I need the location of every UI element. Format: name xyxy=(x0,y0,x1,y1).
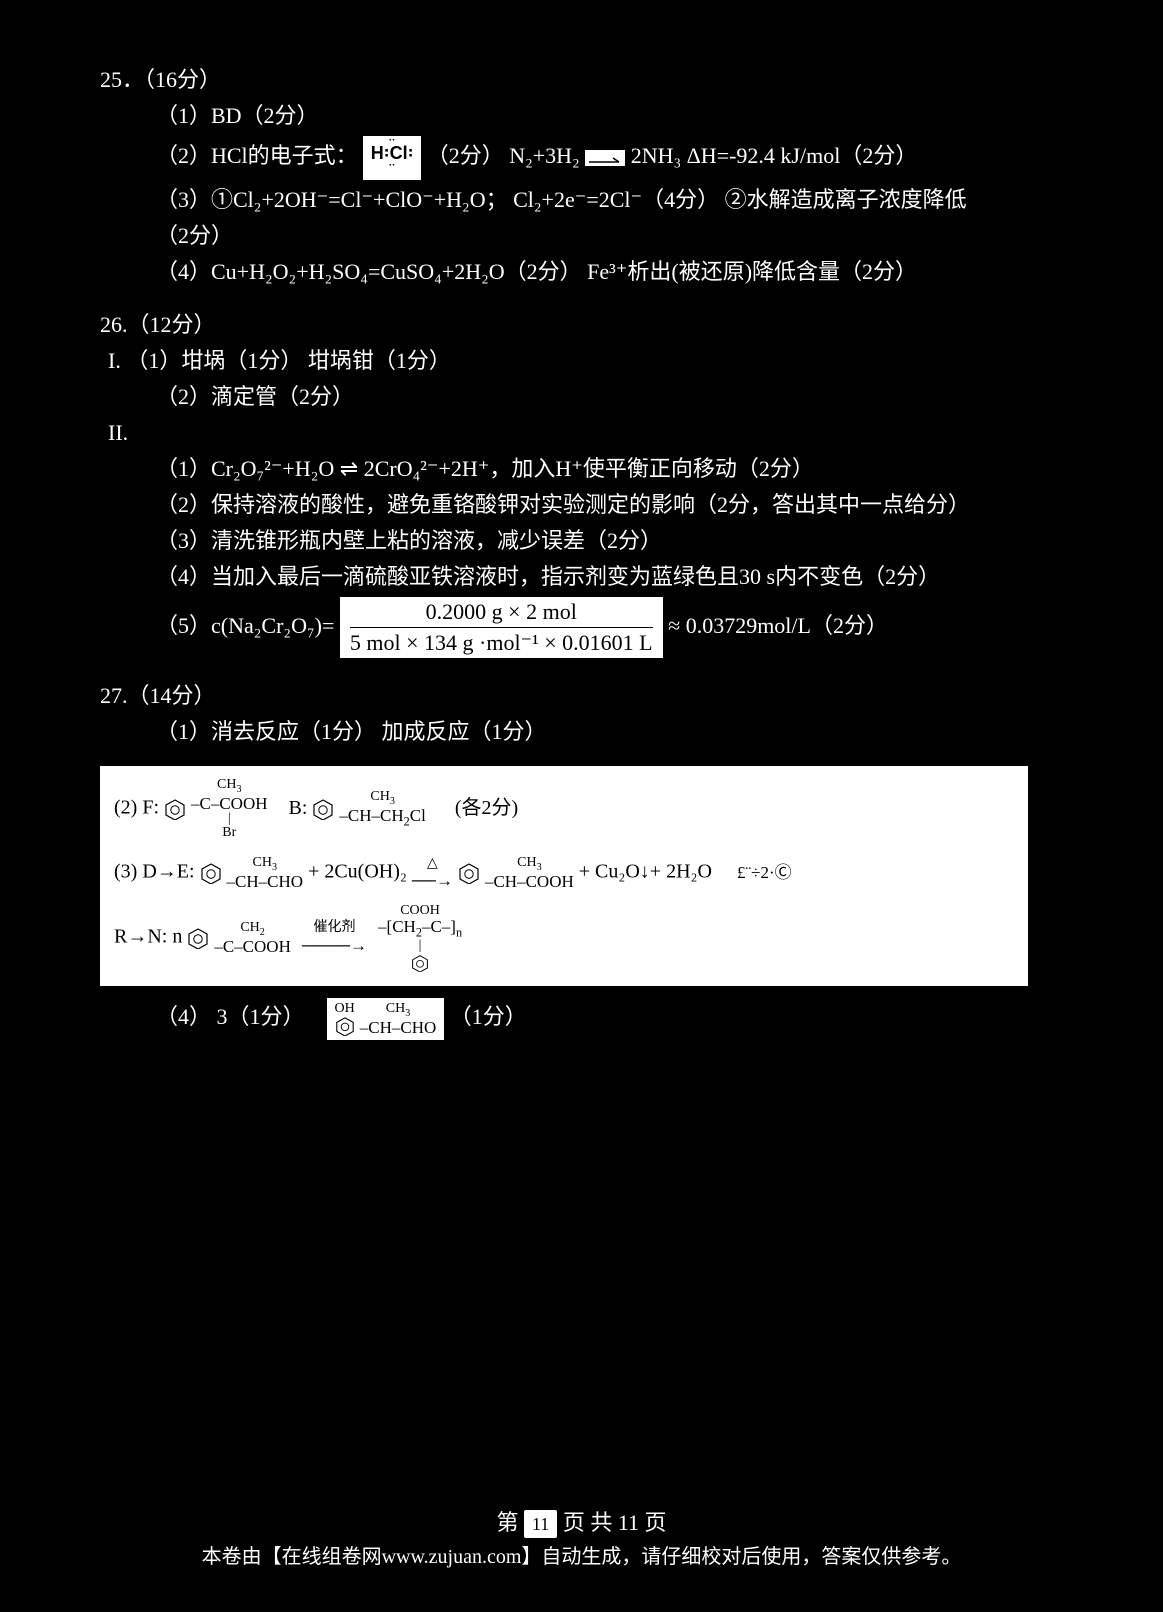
q25-l3-tail: （2分） xyxy=(100,220,1063,252)
catalyst-label: 催化剂 xyxy=(302,921,367,935)
chemistry-structures-box: (2) F: CH3 –C–COOH | Br B: CH3 –CH–CH2Cl xyxy=(100,766,1028,985)
q25-l2-tail: （2分） N₂+3H₂ xyxy=(427,143,580,168)
frac-line xyxy=(350,627,653,628)
q26II-l1: （1）Cr₂O₇²⁻+H₂O ⇌ 2CrO₄²⁻+2H⁺，加入H⁺使平衡正向移动… xyxy=(100,453,1063,485)
q26-l1a: （1）坩埚（1分） 坩埚钳（1分） xyxy=(126,348,451,373)
q26-l1b: （2）滴定管（2分） xyxy=(100,381,1063,413)
q26II-l3: （3）清洗锥形瓶内壁上粘的溶液，减少误差（2分） xyxy=(100,525,1063,557)
box-l2-b-label: B: xyxy=(289,797,308,819)
benzene-icon xyxy=(312,798,334,820)
q25-l2-row: （2）HCl的电子式： ·· H꞉Cl꞉ ·· （2分） N₂+3H₂ 2NH₃… xyxy=(100,136,1063,180)
footer-total: 11 xyxy=(618,1510,639,1535)
q26-partII-header: II. xyxy=(100,417,1063,449)
q27-l4-pre: （4） 3（1分） xyxy=(156,1004,305,1029)
box-l3-rhs: + Cu₂O↓+ 2H₂O xyxy=(579,861,712,883)
equilibrium-arrow-icon xyxy=(585,150,625,166)
footer-pre: 第 xyxy=(496,1510,518,1535)
q26II-l5-row: （5）c(Na₂Cr₂O₇)= 0.2000 g × 2 mol 5 mol ×… xyxy=(100,597,1063,659)
structure-R: CH2 –C–COOH xyxy=(214,921,291,955)
q27-header: 27.（14分） xyxy=(100,680,1063,712)
footer-post: 页 xyxy=(645,1510,667,1535)
structure-B: CH3 –CH–CH2Cl xyxy=(339,790,425,828)
box-l3-rxn: + 2Cu(OH)₂ xyxy=(308,861,412,883)
q25-header: 25．（16分） xyxy=(100,64,1063,96)
q26II-l5-post: ≈ 0.03729mol/L（2分） xyxy=(668,613,888,638)
hcl-bot: ·· xyxy=(365,163,419,169)
structure-F: CH3 –C–COOH | Br xyxy=(191,778,268,840)
structure-N: COOH –[CH2–C–]n | xyxy=(378,904,462,972)
box-l4-label: R→N: n xyxy=(114,925,182,947)
q26-partI: I. （1）坩埚（1分） 坩埚钳（1分） xyxy=(100,345,1063,377)
benzene-icon xyxy=(164,798,186,820)
content-area: 25．（16分） （1）BD（2分） （2）HCl的电子式： ·· H꞉Cl꞉ … xyxy=(0,0,1163,1084)
q27-l4-row: （4） 3（1分） OH CH3 –CH–CHO （1分） xyxy=(100,998,1063,1040)
q27-l4-tail: （1分） xyxy=(450,1004,527,1029)
benzene-icon xyxy=(187,927,209,949)
page-root: 25．（16分） （1）BD（2分） （2）HCl的电子式： ·· H꞉Cl꞉ … xyxy=(0,0,1163,1612)
benzene-icon xyxy=(200,862,222,884)
structure-answer-box: OH CH3 –CH–CHO xyxy=(327,998,445,1040)
q25-l4: （4）Cu+H₂O₂+H₂SO₄=CuSO₄+2H₂O（2分） Fe³⁺析出(被… xyxy=(100,256,1063,288)
page-number-pill: 11 xyxy=(524,1510,557,1538)
q26II-l2: （2）保持溶液的酸性，避免重铬酸钾对实验测定的影响（2分，答出其中一点给分） xyxy=(100,489,1063,521)
footer-line2: 本卷由【在线组卷网www.zujuan.com】自动生成，请仔细校对后使用，答案… xyxy=(0,1543,1163,1572)
q26II-l5-pre: （5）c(Na₂Cr₂O₇)= xyxy=(156,613,334,638)
catalyst-arrow: 催化剂 ────→ xyxy=(302,921,367,954)
box-l2-label: (2) F: xyxy=(114,797,159,819)
box-l2-score: (各2分) xyxy=(455,797,518,819)
fraction-box: 0.2000 g × 2 mol 5 mol × 134 g ·mol⁻¹ × … xyxy=(340,597,663,659)
q27-l1: （1）消去反应（1分） 加成反应（1分） xyxy=(100,716,1063,748)
box-l3-label: (3) D→E: xyxy=(114,861,195,883)
hcl-electron-box: ·· H꞉Cl꞉ ·· xyxy=(363,136,421,180)
benzene-icon xyxy=(458,862,480,884)
footer-line1: 第 11 页 共 11 页 xyxy=(0,1507,1163,1539)
frac-bot: 5 mol × 134 g ·mol⁻¹ × 0.01601 L xyxy=(350,630,653,656)
q25-l2-after: 2NH₃ ΔH=-92.4 kJ/mol（2分） xyxy=(631,143,918,168)
q25-l3: （3）①Cl₂+2OH⁻=Cl⁻+ClO⁻+H₂O； Cl₂+2e⁻=2Cl⁻（… xyxy=(100,184,1063,216)
q26II-l4: （4）当加入最后一滴硫酸亚铁溶液时，指示剂变为蓝绿色且30 s内不变色（2分） xyxy=(100,561,1063,593)
q25-l1: （1）BD（2分） xyxy=(100,100,1063,132)
page-footer: 第 11 页 共 11 页 本卷由【在线组卷网www.zujuan.com】自动… xyxy=(0,1507,1163,1572)
footer-mid: 页 共 xyxy=(563,1510,613,1535)
box-l3-score: £¨÷2·Ⓒ xyxy=(737,863,792,882)
structure-E: CH3 –CH–COOH xyxy=(485,856,574,890)
frac-top: 0.2000 g × 2 mol xyxy=(350,599,653,625)
heat-arrow: △ ──→ xyxy=(412,857,453,890)
q26-header: 26.（12分） xyxy=(100,309,1063,341)
q25-l2-text: （2）HCl的电子式： xyxy=(156,143,358,168)
structure-D: CH3 –CH–CHO xyxy=(227,856,304,890)
